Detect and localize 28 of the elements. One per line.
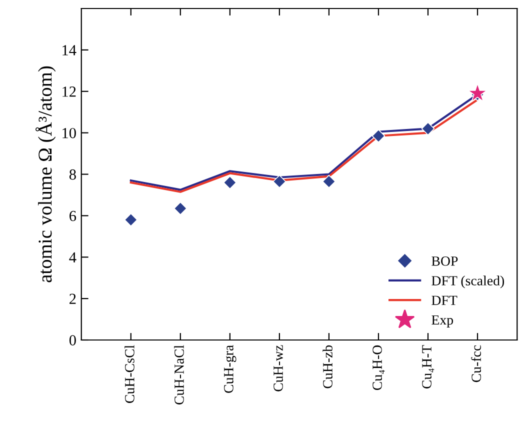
y-tick-label: 6 [70,210,76,222]
point [124,213,138,226]
x-tick-label: CuH-zb [322,345,332,388]
x-tick-label: CuH-wz [274,345,283,392]
point [372,129,386,143]
point [421,122,435,136]
legend-label: DFT (scaled) [432,276,504,288]
y-tick-label: 8 [69,169,76,180]
x-tick-label: Cu-fcc [471,345,481,382]
x-tick-label: Cu₄H-T [422,345,434,388]
y-tick-label: 0 [69,335,76,346]
x-tick-label: CuH-gra [224,345,236,393]
y-tick-label: 14 [62,45,76,56]
y-axis-title: atomic volume Ω (Å³/atom) [36,66,56,282]
y-tick-label: 4 [69,252,76,262]
x-tick-label: CuH-CsCl [124,345,134,403]
legend-label: BOP [432,256,458,266]
point [322,174,336,188]
y-tick-label: 10 [62,128,76,138]
legend-label: Exp [432,315,454,328]
point [272,174,286,188]
point [174,202,188,216]
y-tick-label: 2 [70,294,76,304]
x-tick-label: Cu₄H-O [372,345,385,390]
y-tick-label: 12 [62,86,76,97]
x-tick-label: CuH-NaCl [174,345,184,404]
legend-label: DFT [432,296,458,305]
point [223,176,237,190]
